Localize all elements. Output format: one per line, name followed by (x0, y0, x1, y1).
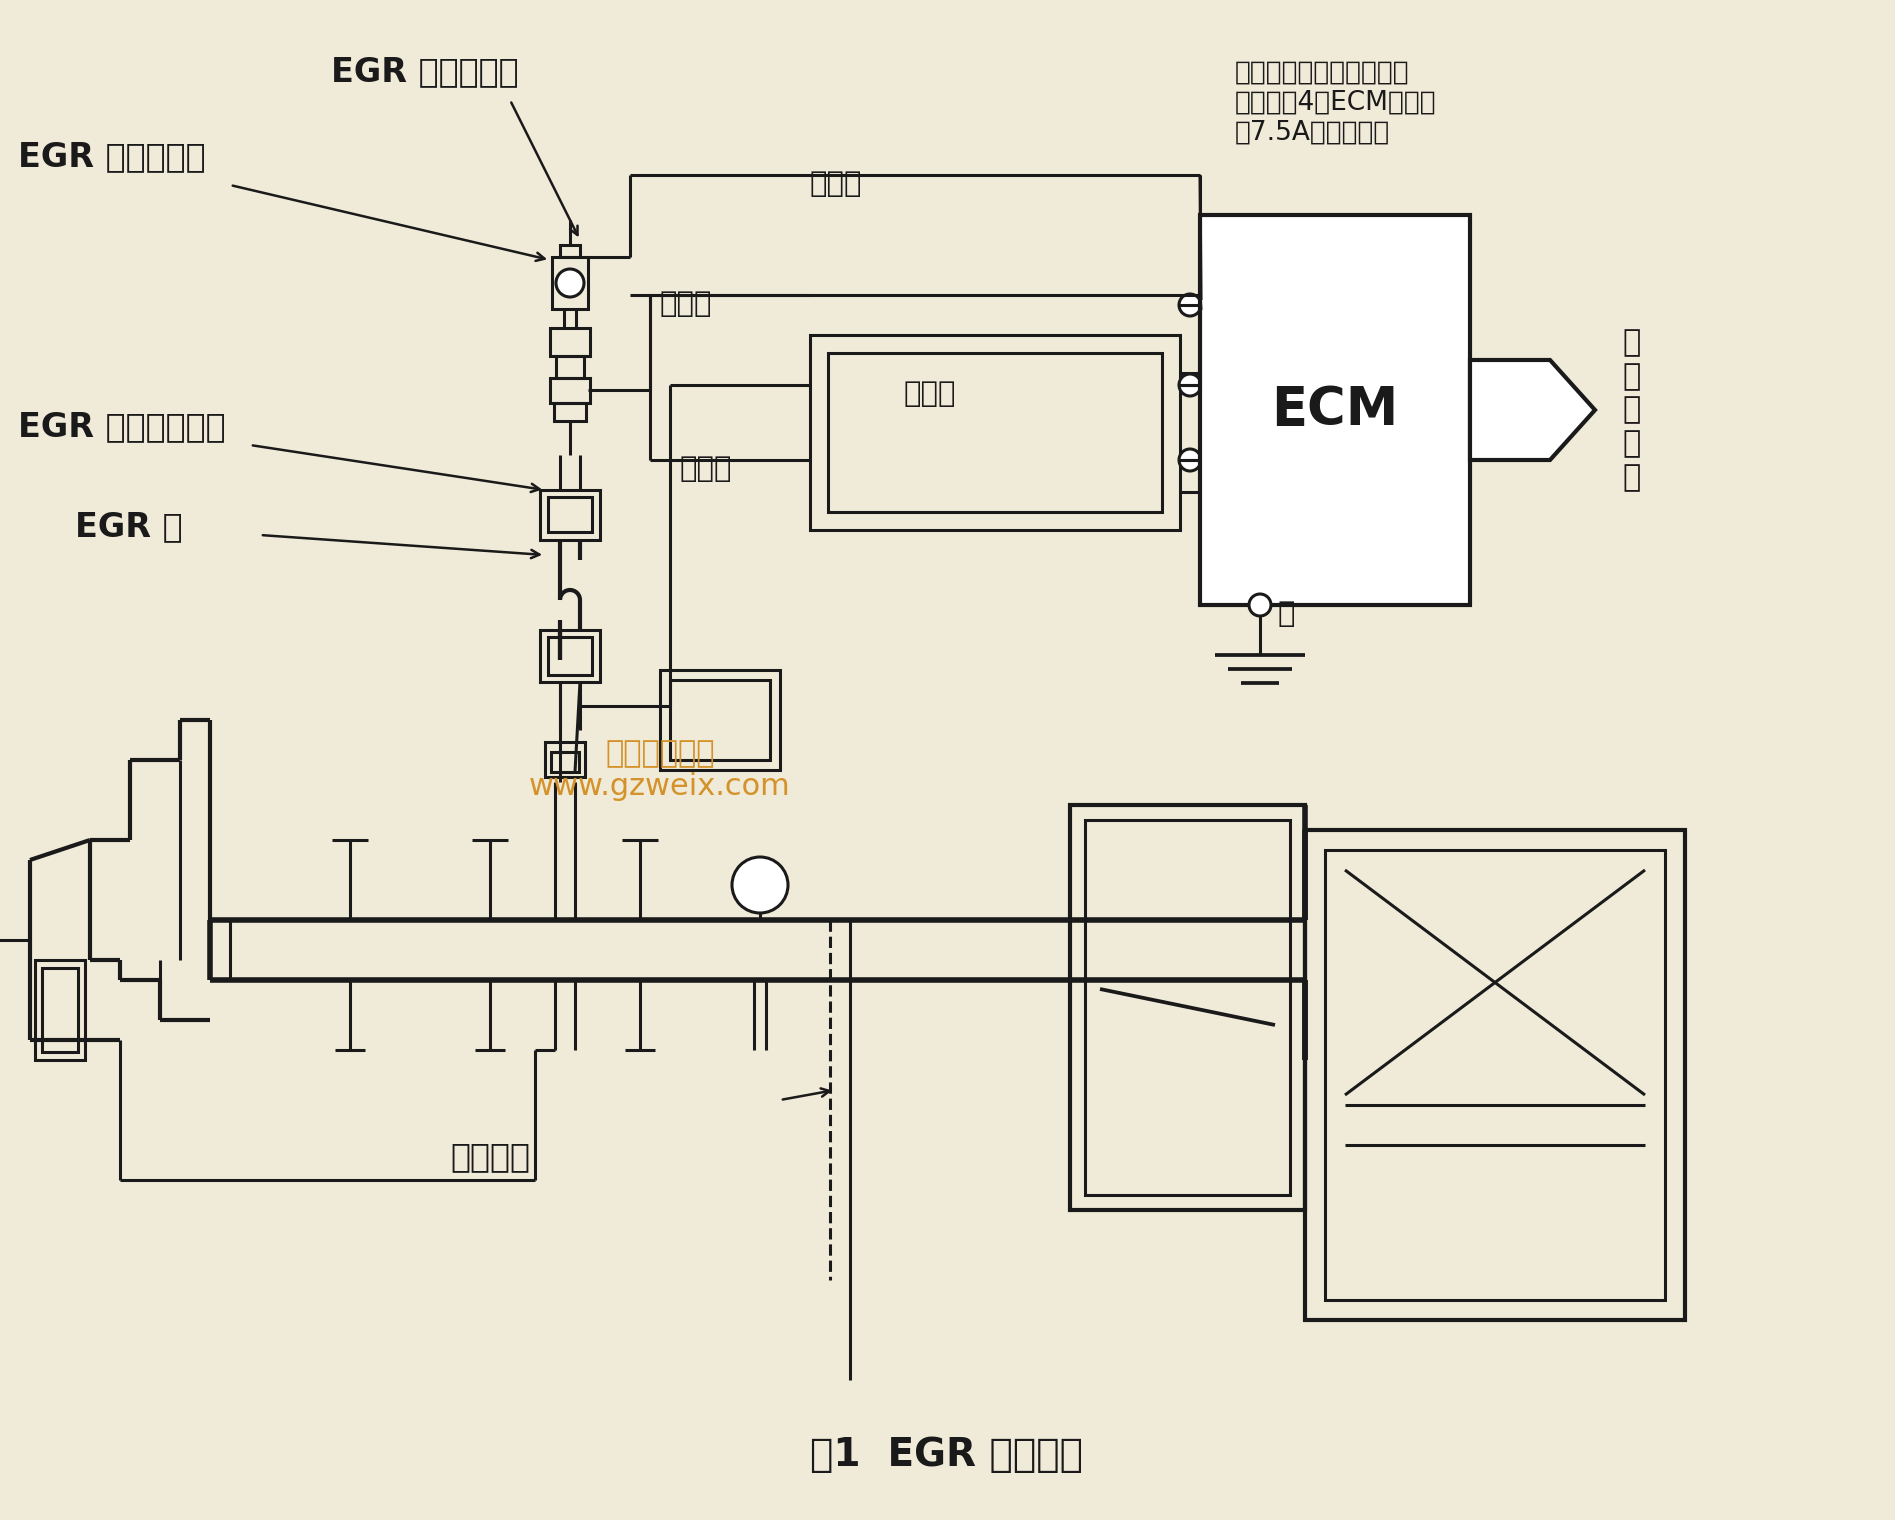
Bar (548, 637, 591, 675)
Circle shape (555, 269, 584, 296)
Bar (1086, 819, 1290, 1195)
Bar (42, 968, 78, 1052)
Circle shape (1249, 594, 1272, 616)
Bar (551, 257, 587, 309)
Bar (561, 245, 580, 257)
Bar (1071, 806, 1306, 1210)
Text: EGR 阀提升传感器: EGR 阀提升传感器 (17, 410, 226, 442)
Text: 白／黑: 白／黑 (904, 380, 957, 407)
Bar (540, 629, 601, 682)
Circle shape (731, 857, 788, 914)
Bar (671, 679, 769, 760)
Bar (540, 489, 601, 540)
Text: 黑: 黑 (1277, 600, 1296, 628)
Text: 黄／蓝: 黄／蓝 (659, 290, 713, 318)
Text: 进气歧管: 进气歧管 (449, 1140, 531, 1173)
Text: EGR 阀: EGR 阀 (76, 511, 182, 543)
Bar (1325, 850, 1666, 1300)
Bar (1200, 214, 1471, 605)
Bar (550, 328, 589, 356)
Circle shape (1179, 448, 1201, 471)
Text: 黑／黄: 黑／黄 (809, 170, 862, 198)
Text: 精通维修下载
www.gzweix.com: 精通维修下载 www.gzweix.com (529, 739, 790, 801)
Bar (555, 356, 584, 378)
Text: 各
种
传
感
器: 各 种 传 感 器 (1622, 328, 1641, 491)
Bar (553, 403, 586, 421)
Text: ECM: ECM (1272, 385, 1399, 436)
Bar (809, 334, 1181, 530)
Bar (550, 378, 589, 403)
Bar (659, 670, 781, 771)
Circle shape (1179, 374, 1201, 397)
Bar (546, 742, 586, 777)
Bar (828, 353, 1162, 512)
Text: 接仪表板下保险丝／继电
器盒内的4号ECM保险丝
（7.5A）进气歧管: 接仪表板下保险丝／继电 器盒内的4号ECM保险丝 （7.5A）进气歧管 (1236, 59, 1436, 146)
Bar (1306, 830, 1685, 1319)
Circle shape (1179, 293, 1201, 316)
Polygon shape (1471, 360, 1596, 461)
Bar (548, 497, 591, 532)
Text: EGR 真空控制阀: EGR 真空控制阀 (332, 55, 519, 88)
Text: 绿／蓝: 绿／蓝 (680, 454, 733, 483)
Text: EGR 控制电磁阀: EGR 控制电磁阀 (17, 140, 207, 173)
Text: 图1  EGR 控制系统: 图1 EGR 控制系统 (811, 1436, 1084, 1474)
Bar (551, 752, 580, 772)
Bar (34, 961, 85, 1059)
